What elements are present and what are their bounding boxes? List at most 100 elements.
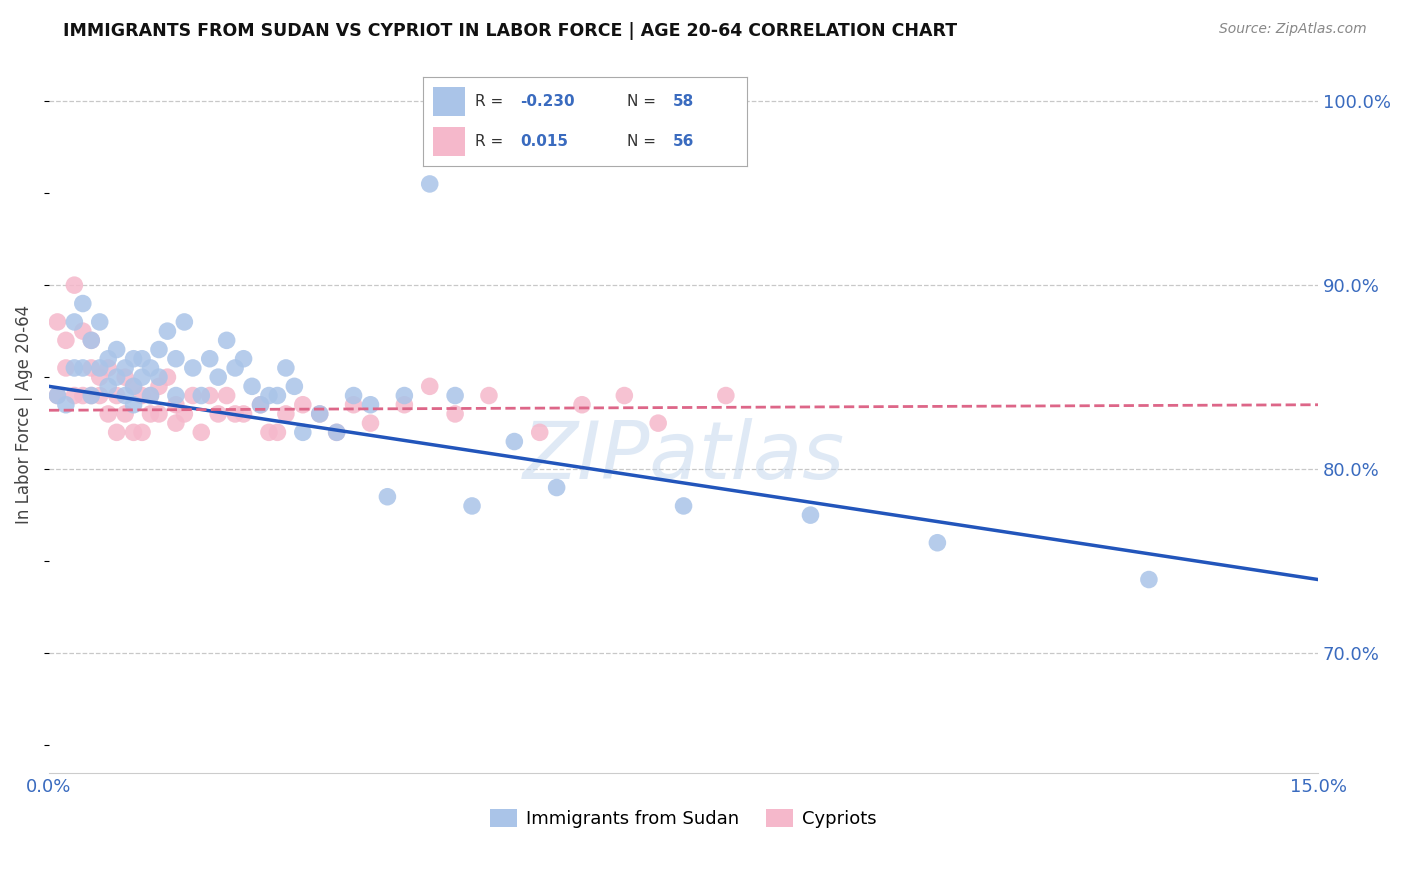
Point (80, 388, 103, 402)
Point (165, 388, 187, 402)
Point (97, 379, 120, 393)
Point (308, 407, 330, 421)
Text: IMMIGRANTS FROM SUDAN VS CYPRIOT IN LABOR FORCE | AGE 20-64 CORRELATION CHART: IMMIGRANTS FROM SUDAN VS CYPRIOT IN LABO… (63, 22, 957, 40)
Point (190, 388, 212, 402)
Point (444, 407, 467, 421)
Point (131, 425, 153, 440)
Point (122, 379, 145, 393)
Point (266, 388, 288, 402)
Point (165, 416, 187, 430)
Point (63, 388, 86, 402)
Point (72, 296, 94, 310)
Point (114, 388, 136, 402)
Point (232, 351, 254, 366)
Point (257, 425, 280, 440)
Point (444, 388, 467, 402)
Point (394, 398, 416, 412)
Point (55, 398, 77, 412)
Point (377, 490, 399, 504)
Point (122, 379, 145, 393)
Point (173, 315, 195, 329)
Point (131, 388, 153, 402)
Point (156, 324, 179, 338)
Point (139, 407, 162, 421)
Point (799, 508, 821, 523)
Point (266, 425, 288, 440)
Point (927, 535, 949, 549)
Point (148, 370, 170, 384)
Point (198, 388, 221, 402)
Point (181, 360, 204, 375)
Point (360, 398, 382, 412)
Point (190, 425, 212, 440)
Point (105, 388, 128, 402)
Point (394, 388, 416, 402)
Point (148, 379, 170, 393)
Point (257, 388, 280, 402)
Point (325, 425, 347, 440)
Point (291, 398, 314, 412)
Point (139, 360, 162, 375)
Point (63, 278, 86, 293)
Point (672, 499, 695, 513)
Point (97, 360, 120, 375)
Point (89, 388, 111, 402)
Point (215, 334, 238, 348)
Point (122, 425, 145, 440)
Point (274, 407, 297, 421)
Point (274, 360, 297, 375)
Point (529, 425, 551, 440)
Point (342, 398, 364, 412)
Point (139, 388, 162, 402)
Point (156, 370, 179, 384)
Point (80, 388, 103, 402)
Point (342, 388, 364, 402)
Point (55, 334, 77, 348)
Point (114, 407, 136, 421)
Point (173, 407, 195, 421)
Point (131, 351, 153, 366)
Point (114, 360, 136, 375)
Point (46, 315, 69, 329)
Point (131, 370, 153, 384)
Point (97, 351, 120, 366)
Point (461, 499, 484, 513)
Point (122, 351, 145, 366)
Point (249, 398, 271, 412)
Point (80, 334, 103, 348)
Point (165, 398, 187, 412)
Point (207, 407, 229, 421)
Point (283, 379, 305, 393)
Point (72, 388, 94, 402)
Point (419, 379, 441, 393)
Point (714, 388, 737, 402)
Point (72, 360, 94, 375)
Point (240, 379, 263, 393)
Point (478, 388, 501, 402)
Point (165, 351, 187, 366)
Point (1137, 573, 1160, 587)
Point (232, 407, 254, 421)
Point (613, 388, 636, 402)
Point (122, 398, 145, 412)
Text: Source: ZipAtlas.com: Source: ZipAtlas.com (1219, 22, 1367, 37)
Point (80, 360, 103, 375)
Point (224, 407, 246, 421)
Point (46, 388, 69, 402)
Point (419, 177, 441, 191)
Point (80, 334, 103, 348)
Point (546, 481, 568, 495)
Point (63, 315, 86, 329)
Point (55, 360, 77, 375)
Point (89, 315, 111, 329)
Point (291, 425, 314, 440)
Point (503, 434, 526, 449)
Text: ZIPatlas: ZIPatlas (523, 418, 845, 496)
Point (89, 370, 111, 384)
Point (249, 398, 271, 412)
Point (46, 388, 69, 402)
Point (148, 407, 170, 421)
Point (114, 370, 136, 384)
Point (63, 360, 86, 375)
Point (97, 407, 120, 421)
